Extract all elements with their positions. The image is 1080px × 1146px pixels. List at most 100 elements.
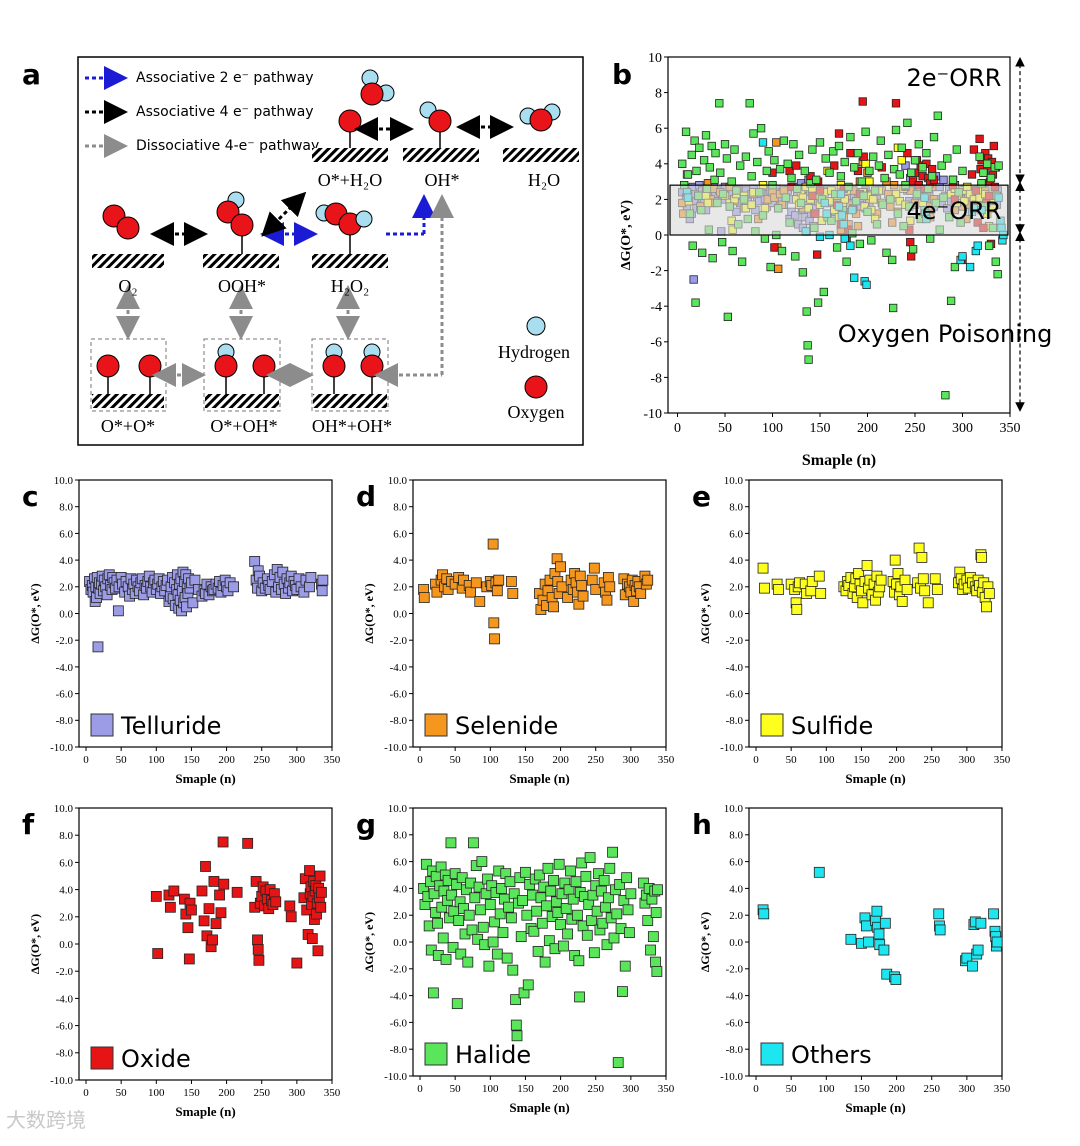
panel-letter-h: h bbox=[692, 808, 712, 841]
legend-swatch bbox=[90, 1046, 114, 1070]
data-point bbox=[491, 948, 503, 960]
x-tick-label: 250 bbox=[253, 1087, 270, 1099]
x-tick-label: 150 bbox=[517, 754, 534, 766]
data-point bbox=[863, 936, 874, 948]
region-oxygen-poisoning: Oxygen Poisoning bbox=[838, 320, 1053, 348]
x-tick-label: 0 bbox=[83, 1087, 89, 1099]
data-point bbox=[922, 597, 934, 609]
y-axis-label: ΔG(O*, eV) bbox=[698, 583, 712, 643]
data-point bbox=[976, 552, 988, 563]
legend-category: Others bbox=[791, 1041, 872, 1069]
x-tick-label: 250 bbox=[587, 754, 604, 766]
y-tick-label: -4.0 bbox=[726, 662, 744, 674]
y-tick-label: -6.0 bbox=[390, 1017, 408, 1029]
y-tick-label: -10.0 bbox=[384, 742, 407, 754]
x-tick-label: 300 bbox=[959, 754, 976, 766]
data-point bbox=[189, 574, 201, 586]
data-point bbox=[494, 908, 506, 920]
data-point bbox=[545, 885, 557, 897]
x-tick-label: 200 bbox=[857, 421, 878, 436]
data-point bbox=[688, 241, 697, 250]
x-tick-label: 250 bbox=[923, 754, 940, 766]
hydrogen-atom bbox=[355, 210, 373, 228]
data-point bbox=[448, 905, 460, 917]
y-tick-label: -4.0 bbox=[56, 993, 74, 1005]
data-point bbox=[890, 974, 902, 985]
data-point bbox=[808, 145, 817, 154]
x-tick-label: 150 bbox=[853, 1083, 870, 1095]
data-point bbox=[805, 585, 817, 597]
data-point bbox=[967, 960, 978, 972]
data-point bbox=[489, 916, 500, 928]
data-point bbox=[815, 588, 827, 599]
x-axis-label: Smaple (n) bbox=[509, 1100, 569, 1115]
oxygen-legend-icon bbox=[524, 375, 548, 399]
data-point bbox=[187, 597, 199, 609]
data-point bbox=[813, 866, 825, 878]
y-tick-label: 4.0 bbox=[729, 555, 743, 567]
data-point bbox=[889, 303, 898, 313]
data-point bbox=[794, 150, 804, 160]
data-point bbox=[689, 275, 698, 284]
data-point bbox=[314, 870, 326, 882]
data-point bbox=[907, 168, 916, 177]
data-point bbox=[588, 562, 600, 574]
data-point bbox=[200, 861, 211, 872]
data-point bbox=[270, 896, 282, 908]
data-point bbox=[775, 164, 785, 174]
data-point bbox=[715, 99, 724, 108]
y-axis-label: ΔG(O*, eV) bbox=[619, 200, 634, 271]
y-tick-label: 4.0 bbox=[393, 883, 407, 895]
oxygen-atom bbox=[96, 354, 120, 378]
legend-swatch bbox=[424, 713, 448, 737]
data-point bbox=[941, 391, 950, 400]
y-axis-label: ΔG(O*, eV) bbox=[698, 912, 712, 972]
data-point bbox=[888, 255, 897, 265]
data-point bbox=[741, 152, 751, 161]
data-point bbox=[891, 99, 901, 108]
data-point bbox=[418, 592, 430, 603]
x-tick-label: 100 bbox=[482, 754, 499, 766]
data-point bbox=[873, 928, 885, 940]
x-tick-label: 50 bbox=[718, 421, 732, 436]
data-point bbox=[983, 159, 992, 168]
x-tick-label: 150 bbox=[183, 754, 200, 766]
x-tick-label: 350 bbox=[324, 1087, 341, 1099]
data-point bbox=[972, 944, 984, 956]
data-point bbox=[650, 907, 662, 918]
data-point bbox=[622, 904, 634, 916]
chart-d-selenide: 0 50 100 150 200 250 300 350 10.0 8.0 6.0 4.0 2.0 0.0… bbox=[362, 475, 675, 786]
data-point bbox=[926, 234, 935, 243]
data-point bbox=[477, 921, 489, 933]
x-tick-label: 100 bbox=[148, 754, 165, 766]
data-point bbox=[825, 168, 834, 177]
data-point bbox=[215, 907, 227, 919]
data-point bbox=[929, 573, 941, 585]
data-point bbox=[737, 257, 747, 266]
data-point bbox=[986, 173, 996, 183]
data-point bbox=[562, 928, 574, 940]
x-tick-label: 300 bbox=[952, 421, 973, 436]
data-point bbox=[249, 556, 261, 567]
surface-o-o bbox=[92, 394, 164, 408]
data-point bbox=[198, 915, 210, 927]
data-point bbox=[507, 964, 519, 976]
data-point bbox=[203, 903, 215, 915]
x-tick-label: 0 bbox=[753, 754, 759, 766]
data-point bbox=[943, 154, 952, 163]
x-tick-label: 300 bbox=[623, 754, 640, 766]
x-axis-label: Smaple (n) bbox=[845, 1100, 905, 1115]
x-tick-label: 0 bbox=[674, 421, 681, 436]
data-point bbox=[861, 127, 870, 136]
data-point bbox=[252, 934, 263, 946]
data-point bbox=[92, 641, 104, 653]
y-tick-label: -10.0 bbox=[384, 1071, 407, 1083]
data-point bbox=[758, 138, 768, 147]
data-point bbox=[602, 572, 614, 583]
data-point bbox=[487, 936, 499, 948]
data-point bbox=[468, 837, 479, 849]
y-tick-label: 8.0 bbox=[393, 502, 407, 514]
y-tick-label: -10.0 bbox=[50, 1075, 73, 1087]
data-point bbox=[867, 236, 876, 245]
data-point bbox=[861, 159, 870, 168]
